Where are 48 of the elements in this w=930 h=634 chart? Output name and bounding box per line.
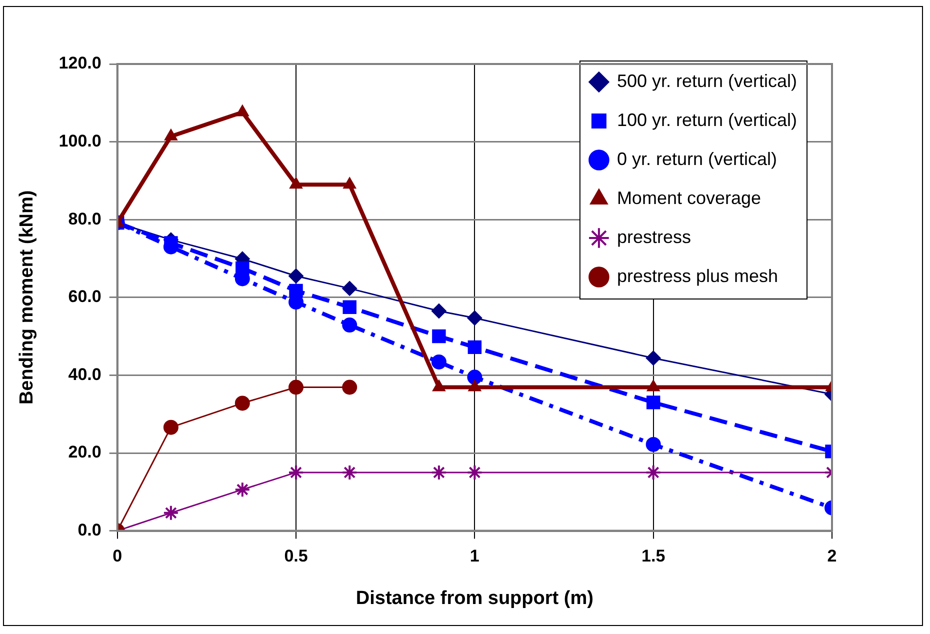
point bbox=[431, 304, 446, 319]
point bbox=[342, 280, 358, 296]
x-tick-label: 1.5 bbox=[642, 546, 666, 566]
point bbox=[467, 370, 482, 385]
y-tick-label: 120.0 bbox=[58, 54, 102, 73]
legend-label: prestress plus mesh bbox=[616, 266, 778, 286]
point bbox=[342, 464, 358, 480]
point bbox=[342, 300, 356, 314]
point bbox=[467, 310, 482, 326]
legend-label: 0 yr. return (vertical) bbox=[616, 148, 777, 169]
point bbox=[430, 464, 447, 480]
point bbox=[163, 420, 178, 435]
point bbox=[645, 464, 662, 480]
y-axis-title: Bending moment (kNm) bbox=[16, 190, 38, 405]
x-axis-title: Distance from support (m) bbox=[356, 588, 594, 609]
y-tick-label: 100.0 bbox=[58, 131, 102, 150]
x-tick-label: 2 bbox=[827, 546, 837, 566]
x-tick-label: 1 bbox=[470, 546, 480, 566]
x-tick-label: 0.5 bbox=[284, 546, 308, 566]
y-tick-label: 0.0 bbox=[78, 520, 102, 540]
point bbox=[288, 268, 304, 284]
point bbox=[646, 396, 660, 410]
point bbox=[432, 329, 446, 344]
point bbox=[646, 436, 661, 452]
point bbox=[236, 104, 249, 116]
legend-label: prestress bbox=[616, 226, 691, 247]
y-tick-label: 80.0 bbox=[68, 209, 102, 228]
y-tick-label: 20.0 bbox=[68, 442, 102, 462]
point bbox=[466, 464, 483, 480]
point bbox=[288, 380, 304, 395]
point bbox=[234, 396, 250, 411]
legend-label: 100 yr. return (vertical) bbox=[616, 110, 797, 130]
point bbox=[468, 340, 482, 354]
point bbox=[646, 350, 661, 366]
point bbox=[289, 177, 303, 189]
legend-label: 500 yr. return (vertical) bbox=[616, 70, 797, 91]
y-tick-label: 60.0 bbox=[68, 287, 102, 306]
point bbox=[164, 128, 178, 140]
legend-label: Moment coverage bbox=[616, 188, 762, 208]
point bbox=[342, 318, 358, 333]
point bbox=[234, 482, 250, 498]
point bbox=[162, 504, 179, 521]
point bbox=[288, 464, 304, 480]
point bbox=[342, 380, 358, 395]
y-tick-label: 40.0 bbox=[68, 364, 102, 384]
x-tick-label: 0 bbox=[112, 546, 122, 566]
point bbox=[431, 354, 446, 370]
point bbox=[343, 177, 356, 189]
